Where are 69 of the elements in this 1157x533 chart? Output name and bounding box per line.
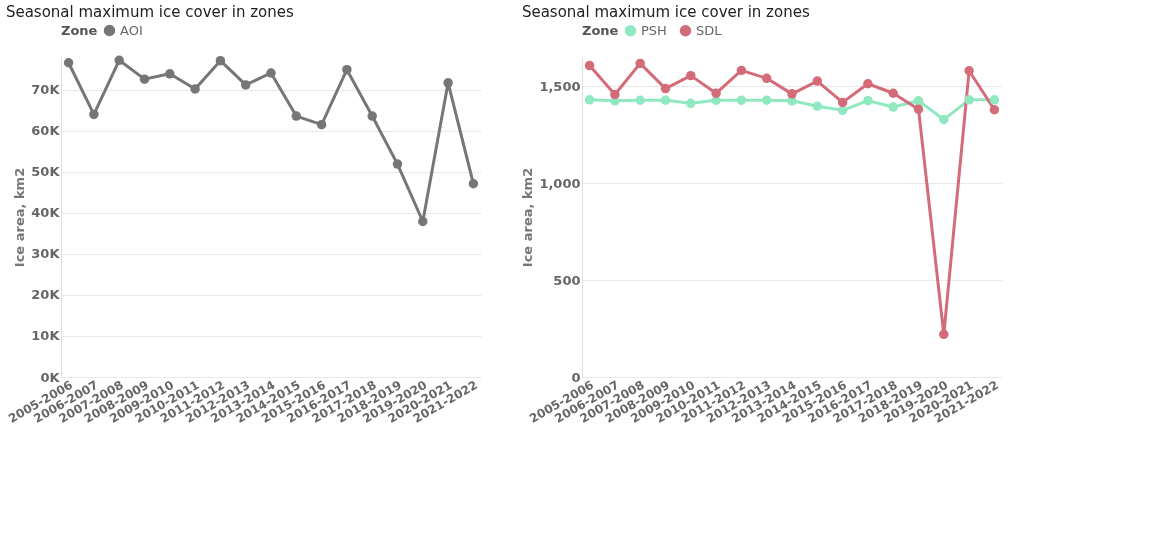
point (812, 76, 823, 86)
point (63, 58, 74, 68)
point (610, 89, 620, 100)
y-tick-label: 70K (31, 82, 61, 98)
point (291, 111, 302, 121)
point (761, 73, 772, 84)
point (837, 97, 848, 108)
legend-label: SDL (696, 22, 723, 38)
point (190, 84, 200, 94)
point (787, 89, 797, 99)
point (989, 105, 1000, 115)
point (660, 83, 671, 94)
y-tick-label: 10K (31, 328, 61, 344)
point (686, 70, 696, 81)
point (584, 60, 595, 71)
point (392, 159, 403, 169)
point (736, 65, 747, 76)
point (89, 109, 99, 120)
point (863, 95, 873, 106)
point (139, 74, 150, 84)
point (367, 111, 377, 121)
point (939, 329, 949, 340)
y-tick-label: 0K (40, 369, 61, 385)
y-tick-label: 50K (31, 164, 61, 180)
point (989, 95, 1000, 105)
point (913, 104, 924, 114)
y-axis-title: Ice area, km2 (12, 167, 28, 268)
point (888, 88, 898, 98)
point (812, 101, 823, 111)
legend-title: Zone (61, 23, 98, 38)
point (964, 95, 974, 105)
y-tick-label: 0 (571, 369, 581, 385)
point (913, 96, 924, 106)
point (711, 88, 721, 98)
legend-label: PSH (641, 22, 667, 38)
y-tick-label: 60K (31, 123, 61, 139)
y-axis-title: Ice area, km2 (520, 167, 536, 268)
point (660, 95, 671, 105)
point (686, 98, 696, 109)
y-tick-label: 1,500 (539, 78, 581, 94)
point (443, 78, 453, 88)
point (837, 105, 848, 116)
chart-title: Seasonal maximum ice cover in zones (521, 3, 810, 21)
point (964, 66, 974, 76)
point (736, 95, 747, 105)
chart-title: Seasonal maximum ice cover in zones (5, 3, 294, 21)
point (584, 95, 595, 105)
legend-title: Zone (582, 23, 619, 38)
point (761, 95, 772, 105)
point (240, 80, 251, 90)
y-tick-label: 500 (553, 272, 581, 288)
point (165, 69, 175, 79)
point (114, 55, 124, 66)
y-tick-label: 1,000 (539, 175, 581, 191)
point (342, 64, 352, 75)
point (635, 95, 645, 105)
y-tick-label: 40K (31, 205, 61, 221)
point (418, 216, 428, 227)
point (266, 68, 276, 78)
point (635, 58, 645, 69)
point (468, 179, 479, 189)
y-tick-label: 20K (31, 287, 61, 303)
point (316, 119, 327, 130)
y-tick-label: 30K (31, 246, 61, 262)
legend-label: AOI (120, 22, 143, 38)
point (215, 55, 226, 66)
point (888, 102, 898, 112)
point (939, 114, 949, 125)
point (863, 79, 873, 89)
